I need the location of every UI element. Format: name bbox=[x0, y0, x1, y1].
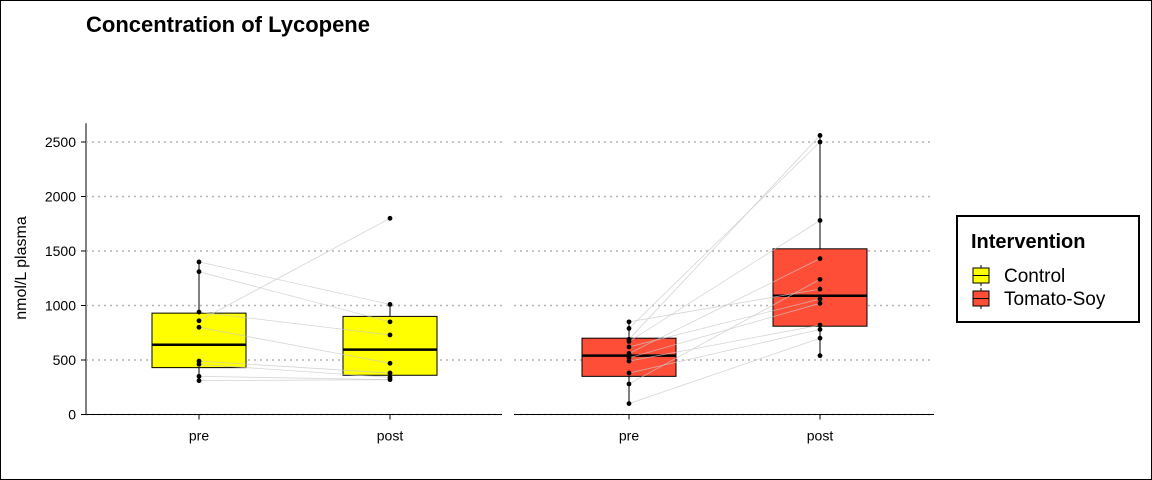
y-tick-label: 2000 bbox=[45, 189, 76, 205]
y-tick-label: 0 bbox=[68, 407, 76, 423]
data-point bbox=[817, 327, 823, 332]
data-point bbox=[626, 381, 632, 387]
data-point bbox=[817, 139, 823, 145]
legend-entry-control: Control bbox=[972, 265, 1065, 287]
x-tick-label: pre bbox=[189, 428, 209, 444]
pair-line bbox=[628, 141, 821, 329]
pair-line bbox=[628, 298, 821, 348]
legend-entry-tomato-soy: Tomato-Soy bbox=[972, 288, 1106, 310]
data-point bbox=[817, 276, 823, 282]
panel-control: pre post bbox=[86, 141, 502, 444]
data-point bbox=[626, 370, 632, 376]
pair-line bbox=[198, 326, 391, 364]
legend-label-control: Control bbox=[1004, 266, 1065, 287]
data-point bbox=[626, 355, 632, 361]
pair-line bbox=[198, 363, 391, 378]
data-point bbox=[196, 358, 202, 364]
pair-line bbox=[628, 258, 821, 354]
pair-line bbox=[198, 217, 391, 322]
pair-line bbox=[198, 261, 391, 305]
x-tick-label: pre bbox=[619, 428, 639, 444]
data-point bbox=[817, 218, 823, 223]
data-point bbox=[817, 286, 823, 292]
pair-line bbox=[628, 329, 821, 374]
pair-line bbox=[628, 288, 821, 323]
legend-title: Intervention bbox=[971, 231, 1085, 253]
x-tick-label: post bbox=[807, 428, 834, 444]
data-point bbox=[817, 353, 823, 359]
data-point bbox=[817, 335, 823, 341]
y-tick-label: 1000 bbox=[45, 298, 76, 314]
data-point bbox=[196, 318, 202, 324]
legend-label-tomato-soy: Tomato-Soy bbox=[1004, 289, 1106, 310]
data-point bbox=[626, 325, 632, 331]
data-point bbox=[196, 269, 202, 275]
data-point bbox=[387, 332, 393, 338]
chart-title: Concentration of Lycopene bbox=[86, 12, 370, 37]
pair-line bbox=[628, 324, 821, 362]
data-point bbox=[196, 324, 202, 330]
pair-line bbox=[198, 360, 391, 374]
pair-line bbox=[198, 379, 391, 382]
pair-line bbox=[198, 375, 391, 381]
data-point bbox=[817, 300, 823, 306]
pair-line bbox=[628, 302, 821, 359]
data-point bbox=[817, 296, 823, 302]
data-point bbox=[626, 319, 632, 325]
x-tick-label: post bbox=[377, 428, 404, 444]
pair-line bbox=[628, 278, 821, 385]
y-tick-label: 1500 bbox=[45, 243, 76, 259]
pair-line bbox=[628, 135, 821, 340]
y-tick-label: 500 bbox=[53, 352, 77, 368]
pair-line bbox=[198, 271, 391, 323]
data-point bbox=[817, 322, 823, 328]
pair-line bbox=[628, 337, 821, 404]
data-point bbox=[196, 309, 202, 315]
legend: Intervention Control Tomato-Soy bbox=[956, 215, 1140, 323]
data-point bbox=[626, 336, 632, 342]
data-point bbox=[196, 259, 202, 265]
plot-panels: 0 500 1000 1500 2000 2500 pre post pre post bbox=[45, 123, 934, 444]
data-point bbox=[817, 133, 823, 138]
data-point bbox=[196, 373, 202, 379]
box-post bbox=[342, 315, 438, 376]
y-axis-label: nmol/L plasma bbox=[13, 216, 30, 320]
data-point bbox=[387, 360, 393, 366]
data-point bbox=[626, 401, 632, 406]
data-point bbox=[387, 375, 393, 380]
data-point bbox=[196, 378, 202, 384]
data-point bbox=[387, 370, 393, 376]
data-point bbox=[626, 351, 632, 356]
pair-line bbox=[198, 311, 391, 336]
data-point bbox=[626, 344, 632, 350]
pair-line bbox=[628, 220, 821, 342]
y-tick-label: 2500 bbox=[45, 134, 76, 150]
data-point bbox=[387, 319, 393, 325]
data-point bbox=[387, 302, 393, 307]
data-point bbox=[817, 256, 823, 262]
data-point bbox=[387, 215, 393, 221]
panel-tomato-soy: pre post bbox=[514, 133, 934, 444]
